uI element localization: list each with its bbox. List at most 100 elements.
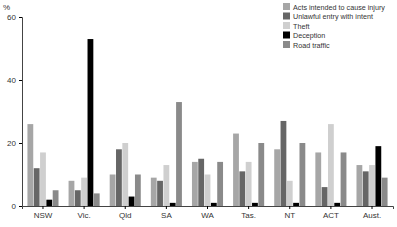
x-tick-label: Aust. — [363, 211, 381, 220]
bar — [53, 190, 59, 206]
x-tick-label: Tas. — [241, 211, 256, 220]
x-tick-label: NSW — [34, 211, 53, 220]
x-tick-label: Qld — [119, 211, 131, 220]
bar — [163, 165, 169, 206]
bar — [233, 134, 239, 206]
bar — [116, 149, 122, 206]
legend-entry: Theft — [283, 22, 309, 31]
x-tick: Vic. — [78, 206, 91, 220]
x-tick-mark — [248, 206, 249, 209]
bar — [258, 143, 264, 206]
legend-entry: Unlawful entry with intent — [283, 12, 373, 21]
bar — [382, 178, 388, 206]
bar — [198, 159, 204, 206]
y-tick-mark — [19, 206, 22, 207]
bar — [252, 203, 258, 206]
x-tick: NSW — [34, 206, 53, 220]
x-tick-label: WA — [201, 211, 214, 220]
x-tick-label: ACT — [323, 211, 339, 220]
chart: 0 20 40 60 NSW Vic. Qld SA WA Tas. NT ACT Aust.% Acts… — [0, 0, 397, 227]
y-tick-mark — [19, 80, 22, 81]
bar — [46, 200, 52, 206]
x-tick-mark — [330, 206, 331, 209]
legend-swatch — [283, 13, 290, 20]
y-tick: 20 — [7, 139, 22, 148]
x-tick-mark — [166, 206, 167, 209]
y-tick-mark — [19, 17, 22, 18]
y-tick-label: 40 — [7, 76, 16, 85]
bar — [341, 152, 347, 206]
x-tick-label: SA — [161, 211, 172, 220]
legend-swatch — [283, 22, 290, 29]
bar — [239, 171, 245, 206]
legend: Acts intended to cause injuryUnlawful en… — [283, 3, 385, 50]
y-axis: 0 20 40 60 — [7, 13, 22, 211]
bar — [246, 162, 252, 206]
y-tick-label: 0 — [12, 202, 17, 211]
bar — [69, 181, 75, 206]
x-axis: NSW Vic. Qld SA WA Tas. NT ACT Aust. — [23, 206, 394, 220]
bar — [34, 168, 40, 206]
bar — [356, 165, 362, 206]
legend-label: Acts intended to cause injury — [293, 3, 385, 12]
x-tick-mark — [289, 206, 290, 209]
bar — [369, 165, 375, 206]
legend-swatch — [283, 41, 290, 48]
legend-label: Theft — [293, 22, 309, 31]
y-tick-label: 60 — [7, 13, 16, 22]
bar — [293, 203, 299, 206]
x-tick-mark — [207, 206, 208, 209]
legend-entry: Acts intended to cause injury — [283, 3, 385, 12]
x-tick: Qld — [119, 206, 131, 220]
legend-swatch — [283, 32, 290, 39]
legend-label: Unlawful entry with intent — [293, 12, 373, 21]
bar — [322, 187, 328, 206]
legend-label: Deception — [293, 31, 325, 40]
y-tick: 40 — [7, 76, 22, 85]
bar — [217, 162, 223, 206]
bar — [75, 190, 81, 206]
y-tick: 60 — [7, 13, 22, 22]
bar — [81, 178, 87, 206]
bar — [287, 181, 293, 206]
bar — [363, 171, 369, 206]
legend-entry: Road traffic — [283, 41, 330, 50]
y-axis-title: % — [3, 3, 10, 12]
bar — [328, 124, 334, 206]
bar — [110, 175, 116, 207]
bar — [122, 143, 128, 206]
bar — [40, 152, 46, 206]
bar — [375, 146, 381, 206]
bar — [299, 143, 305, 206]
bar — [176, 102, 182, 206]
bar — [281, 121, 287, 206]
bar — [27, 124, 33, 206]
x-axis-line — [23, 207, 394, 210]
bar — [170, 203, 176, 206]
x-tick-mark — [42, 206, 43, 209]
x-tick-mark — [125, 206, 126, 209]
y-tick: 0 — [12, 202, 22, 211]
x-tick: Aust. — [363, 206, 381, 220]
bar — [94, 193, 100, 206]
bar — [334, 203, 340, 206]
legend-label: Road traffic — [293, 41, 330, 50]
bar — [129, 197, 135, 206]
x-tick-mark — [372, 206, 373, 209]
bar — [192, 162, 198, 206]
x-tick: ACT — [323, 206, 339, 220]
y-axis-line — [19, 18, 23, 207]
y-tick-mark — [19, 143, 22, 144]
x-tick: Tas. — [241, 206, 256, 220]
x-tick-mark — [84, 206, 85, 209]
bars — [27, 39, 387, 206]
plot: 0 20 40 60 NSW Vic. Qld SA WA Tas. NT ACT Aust. — [7, 13, 393, 220]
legend-swatch — [283, 3, 290, 10]
x-tick: SA — [161, 206, 172, 220]
bar — [151, 178, 157, 206]
legend-entry: Deception — [283, 31, 325, 40]
x-tick: WA — [201, 206, 214, 220]
x-tick: NT — [284, 206, 295, 220]
bar — [157, 181, 163, 206]
x-tick-label: NT — [284, 211, 295, 220]
